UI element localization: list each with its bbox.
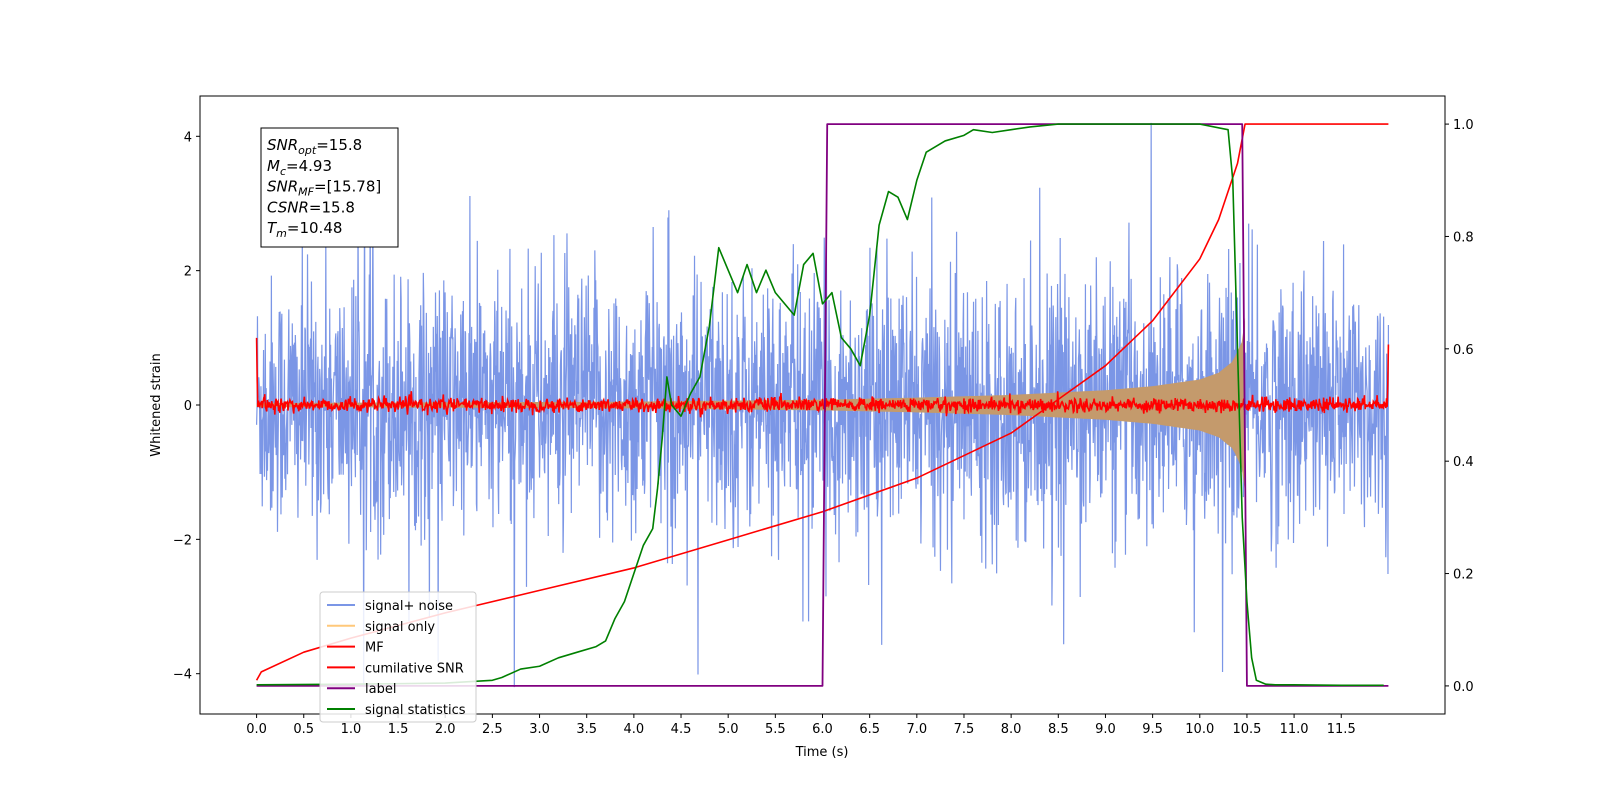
y2-tick-label: 0.6 (1453, 343, 1474, 358)
x-tick-label: 0.5 (293, 722, 314, 737)
y2-tick-label: 0.0 (1453, 680, 1474, 695)
x-tick-label: 7.5 (954, 722, 975, 737)
y-tick-label: −2 (173, 533, 192, 548)
x-tick-label: 0.0 (246, 722, 267, 737)
y-axis-left: −4 −2 0 2 4 (173, 130, 200, 683)
x-tick-label: 9.0 (1095, 722, 1116, 737)
legend: signal+ noise signal only MF cumilative SNR… (319, 591, 477, 723)
legend-label: label (365, 682, 396, 697)
x-tick-label: 7.0 (906, 722, 927, 737)
annotation-line: Mc=4.93 (267, 157, 332, 178)
series-label (256, 123, 1389, 687)
x-tick-label: 3.5 (576, 722, 597, 737)
x-tick-label: 10.0 (1185, 722, 1214, 737)
y2-tick-label: 0.8 (1453, 230, 1474, 245)
y-tick-label: 4 (184, 130, 192, 145)
x-tick-label: 9.5 (1142, 722, 1163, 737)
x-tick-label: 4.0 (624, 722, 645, 737)
x-tick-label: 11.5 (1327, 722, 1356, 737)
annotation-line: SNRopt=15.8 (267, 136, 362, 157)
y-axis-right: 0.0 0.2 0.4 0.6 0.8 1.0 (1445, 118, 1474, 695)
y2-tick-label: 0.4 (1453, 455, 1474, 470)
y-tick-label: 2 (184, 265, 192, 280)
legend-label: cumilative SNR (365, 661, 464, 676)
legend-label: signal only (365, 620, 435, 635)
y-axis-label: Whitened strain (149, 353, 164, 456)
x-axis-label: Time (s) (795, 745, 849, 760)
x-tick-label: 5.5 (765, 722, 786, 737)
series-signal-statistics (256, 123, 1384, 687)
x-tick-label: 10.5 (1232, 722, 1261, 737)
x-tick-label: 6.0 (812, 722, 833, 737)
x-axis: 0.0 0.5 1.0 1.5 2.0 2.5 3.0 3.5 4.0 4.5 5.0 5.5 6.0 6… (246, 714, 1356, 737)
x-tick-label: 3.0 (529, 722, 550, 737)
x-tick-label: 2.5 (482, 722, 503, 737)
y-tick-label: 0 (184, 399, 192, 414)
x-tick-label: 8.0 (1001, 722, 1022, 737)
x-tick-label: 5.0 (718, 722, 739, 737)
x-tick-label: 1.5 (388, 722, 409, 737)
legend-label: signal+ noise (365, 599, 453, 614)
annotation-line: Tm=10.48 (267, 219, 342, 240)
x-tick-label: 1.0 (341, 722, 362, 737)
x-tick-label: 11.0 (1280, 722, 1309, 737)
legend-label: MF (365, 641, 384, 656)
y2-tick-label: 0.2 (1453, 568, 1474, 583)
annotation-line: SNRMF=[15.78] (267, 178, 381, 199)
series-mf (255, 337, 1390, 418)
x-tick-label: 8.5 (1048, 722, 1069, 737)
x-tick-label: 4.5 (671, 722, 692, 737)
annotation-line: CSNR=15.8 (267, 198, 355, 216)
legend-label: signal statistics (365, 703, 466, 718)
legend-frame (319, 591, 477, 723)
annotation-frame (260, 127, 399, 248)
x-tick-label: 6.5 (859, 722, 880, 737)
y-tick-label: −4 (173, 668, 192, 683)
annotation-box: SNRopt=15.8Mc=4.93SNRMF=[15.78]CSNR=15.8… (260, 127, 399, 248)
y2-tick-label: 1.0 (1453, 118, 1474, 133)
x-tick-label: 2.0 (435, 722, 456, 737)
